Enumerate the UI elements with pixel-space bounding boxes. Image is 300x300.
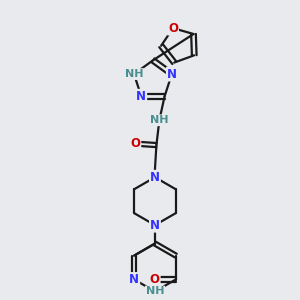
- Text: N: N: [136, 90, 146, 103]
- Text: O: O: [150, 273, 160, 286]
- Text: N: N: [150, 171, 160, 184]
- Text: N: N: [150, 219, 160, 232]
- Text: O: O: [130, 137, 140, 150]
- Text: N: N: [167, 68, 177, 81]
- Text: NH: NH: [125, 69, 143, 79]
- Text: N: N: [129, 273, 139, 286]
- Text: O: O: [168, 22, 178, 34]
- Text: NH: NH: [146, 286, 164, 296]
- Text: NH: NH: [150, 115, 169, 125]
